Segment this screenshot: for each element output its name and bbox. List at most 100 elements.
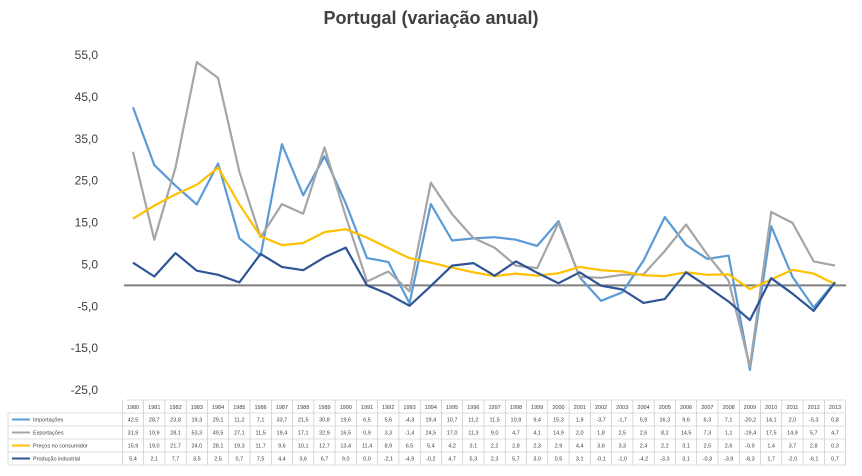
table-value: -3,3 <box>660 457 669 463</box>
legend-label: Produção industrial <box>33 457 80 463</box>
table-value: 9,6 <box>682 418 690 424</box>
table-value: 10,7 <box>447 418 458 424</box>
table-value: 14,5 <box>681 431 692 437</box>
table-value: 24,5 <box>425 431 436 437</box>
table-value: 5,4 <box>427 444 435 450</box>
table-value: 0,9 <box>363 431 371 437</box>
table-value: 7,7 <box>172 457 180 463</box>
table-value: 24,0 <box>191 444 202 450</box>
table-value: 19,4 <box>425 418 436 424</box>
table-value: 6,5 <box>406 444 414 450</box>
table-value: 7,1 <box>257 418 265 424</box>
table-value: 5,7 <box>512 457 520 463</box>
table-value: 16,3 <box>659 418 670 424</box>
table-value: 31,9 <box>128 431 139 437</box>
table-value: 6,5 <box>363 418 371 424</box>
table-value: 10,9 <box>511 418 522 424</box>
y-tick-label: 35,0 <box>75 132 99 146</box>
table-value: 15,3 <box>553 418 564 424</box>
y-tick-label: 15,0 <box>75 216 99 230</box>
table-value: 2,5 <box>214 457 222 463</box>
table-value: 0,0 <box>363 457 371 463</box>
table-value: 8,9 <box>384 444 392 450</box>
table-value: 3,1 <box>470 444 478 450</box>
table-value: 14,9 <box>553 431 564 437</box>
series-line-4 <box>132 246 836 322</box>
table-value: 21,5 <box>298 418 309 424</box>
table-value: 4,7 <box>512 431 520 437</box>
table-value: -0,9 <box>745 444 754 450</box>
table-value: -4,2 <box>639 457 648 463</box>
table-value: 2,4 <box>640 444 648 450</box>
series-line-3 <box>132 166 836 291</box>
table-year-label: 2002 <box>595 405 607 411</box>
table-value: 1,4 <box>767 444 775 450</box>
table-value: 2,6 <box>640 431 648 437</box>
table-value: 16,5 <box>340 431 351 437</box>
table-value: 2,1 <box>150 457 158 463</box>
table-value: 15,9 <box>128 444 139 450</box>
table-value: 19,0 <box>149 444 160 450</box>
table-year-label: 1989 <box>318 405 330 411</box>
table-year-label: 2006 <box>680 405 692 411</box>
table-value: 17,5 <box>766 431 777 437</box>
table-value: 8,2 <box>661 431 669 437</box>
table-value: 7,5 <box>257 457 265 463</box>
table-year-label: 2005 <box>659 405 671 411</box>
table-value: 17,1 <box>298 431 309 437</box>
table-year-label: 1994 <box>425 405 437 411</box>
table-value: 4,4 <box>576 444 584 450</box>
table-value: 2,3 <box>533 444 541 450</box>
table-value: 2,2 <box>661 444 669 450</box>
table-year-label: 2000 <box>552 405 564 411</box>
table-value: 3,1 <box>682 444 690 450</box>
table-value: -2,0 <box>788 457 797 463</box>
table-value: 3,3 <box>618 444 626 450</box>
table-value: 10,9 <box>149 431 160 437</box>
table-value: 1,7 <box>767 457 775 463</box>
table-value: 28,1 <box>213 444 224 450</box>
table-value: 19,6 <box>340 418 351 424</box>
table-year-label: 1984 <box>212 405 224 411</box>
legend-label: Exportações <box>33 431 64 437</box>
table-value: -2,1 <box>384 457 393 463</box>
table-value: -4,3 <box>405 418 414 424</box>
table-value: 10,1 <box>298 444 309 450</box>
table-value: 9,4 <box>533 418 541 424</box>
table-value: -0,3 <box>703 457 712 463</box>
table-value: 3,5 <box>193 457 201 463</box>
table-year-label: 1982 <box>169 405 181 411</box>
table-value: 1,1 <box>725 431 733 437</box>
table-value: 3,6 <box>597 444 605 450</box>
table-value: -19,4 <box>744 431 757 437</box>
table-value: -0,2 <box>426 457 435 463</box>
table-value: 2,8 <box>810 444 818 450</box>
table-value: 5,9 <box>640 418 648 424</box>
table-value: 32,9 <box>319 431 330 437</box>
table-value: 21,7 <box>170 444 181 450</box>
table-year-label: 1996 <box>467 405 479 411</box>
chart-title: Portugal (variação anual) <box>323 8 539 28</box>
y-tick-label: -15,0 <box>71 341 99 355</box>
table-value: 19,4 <box>277 431 288 437</box>
table-value: 7,1 <box>725 418 733 424</box>
table-year-label: 2004 <box>637 405 649 411</box>
y-tick-label: -5,0 <box>77 299 98 313</box>
table-year-label: 1991 <box>361 405 373 411</box>
table-year-label: 1992 <box>382 405 394 411</box>
table-value: 5,7 <box>810 431 818 437</box>
table-value: 0,7 <box>831 457 839 463</box>
table-value: 3,1 <box>682 457 690 463</box>
table-year-label: 2008 <box>723 405 735 411</box>
table-year-label: 1995 <box>446 405 458 411</box>
table-value: 42,5 <box>128 418 139 424</box>
table-value: 2,5 <box>618 431 626 437</box>
table-value: 0,5 <box>555 457 563 463</box>
table-value: 5,6 <box>384 418 392 424</box>
table-value: 11,5 <box>489 418 499 424</box>
table-value: -1,4 <box>405 431 414 437</box>
table-year-label: 1980 <box>127 405 139 411</box>
table-value: 4,1 <box>533 431 541 437</box>
table-value: 0,3 <box>831 444 839 450</box>
y-tick-label: 45,0 <box>75 90 99 104</box>
